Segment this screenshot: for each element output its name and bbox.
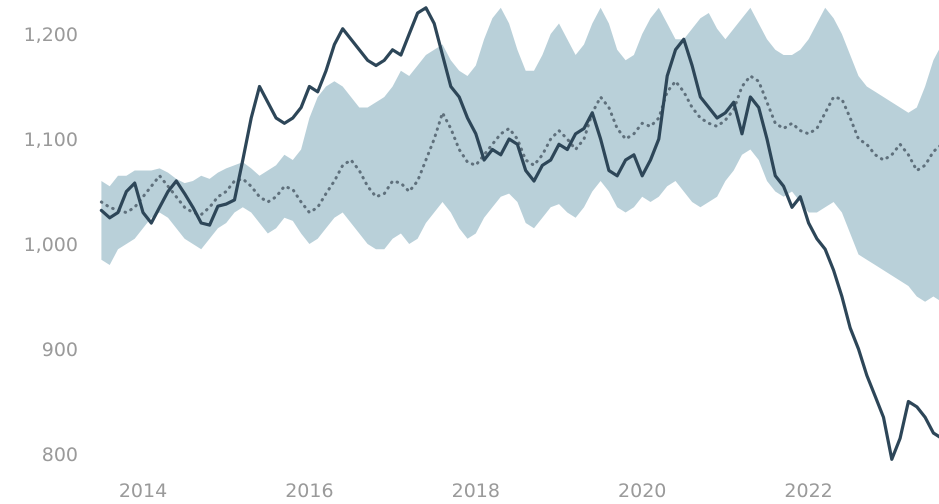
y-tick-label: 1,000 — [24, 234, 78, 256]
x-tick-label: 2016 — [285, 480, 333, 502]
y-tick-label: 1,100 — [24, 129, 78, 151]
actual-series-line — [99, 6, 939, 461]
confidence-band-layer — [101, 7, 939, 302]
x-tick-label: 2014 — [119, 480, 167, 502]
x-tick-label: 2022 — [784, 480, 832, 502]
x-axis: 2014 2016 2018 2020 2022 — [119, 480, 833, 502]
series-layer — [99, 6, 939, 461]
y-axis: 800 900 1,000 1,100 1,200 — [24, 24, 78, 466]
x-tick-label: 2020 — [618, 480, 666, 502]
y-tick-label: 1,200 — [24, 24, 78, 46]
x-tick-label: 2018 — [452, 480, 500, 502]
y-tick-label: 800 — [42, 444, 78, 466]
confidence-band — [101, 7, 939, 302]
expected-series-line — [99, 74, 939, 217]
y-tick-label: 900 — [42, 339, 78, 361]
